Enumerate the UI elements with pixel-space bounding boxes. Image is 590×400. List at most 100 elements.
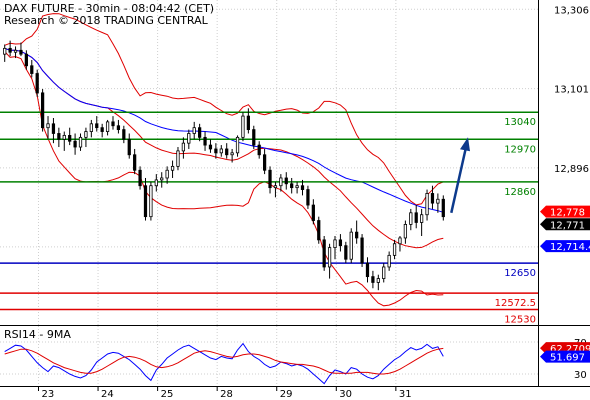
candle-body bbox=[149, 185, 153, 218]
candle-body bbox=[295, 185, 299, 189]
candle-body bbox=[198, 127, 202, 138]
candle-body bbox=[89, 123, 93, 132]
candle-body bbox=[127, 138, 131, 156]
candle-body bbox=[219, 148, 223, 154]
price-panel: 13040 12970 12860 12650 12572.5 12530 13,306 1… bbox=[0, 0, 590, 326]
candle-body bbox=[382, 266, 386, 279]
candle-body bbox=[235, 136, 240, 154]
level-label: 12860 bbox=[504, 187, 536, 198]
candle-body bbox=[333, 239, 337, 249]
candle-body bbox=[203, 136, 207, 146]
candle-body bbox=[290, 183, 294, 189]
candle-body bbox=[214, 148, 218, 154]
projection-arrow-head bbox=[460, 137, 470, 152]
candle-body bbox=[414, 212, 418, 223]
candle-body bbox=[317, 220, 321, 241]
candle-body bbox=[116, 125, 121, 131]
candle-body bbox=[176, 150, 180, 167]
price-tag-label: 12,778 bbox=[550, 208, 585, 219]
x-tick-label: 29 bbox=[280, 389, 293, 400]
candle-body bbox=[181, 142, 186, 152]
candle-body bbox=[100, 127, 104, 132]
price-plot-area bbox=[0, 0, 538, 325]
projection-arrow bbox=[450, 137, 470, 214]
price-tag-label: 12,771 bbox=[550, 220, 585, 231]
candle-body bbox=[143, 185, 148, 218]
bollinger-lower-band bbox=[4, 51, 444, 307]
candle-body bbox=[262, 154, 267, 171]
candle-body bbox=[84, 131, 88, 138]
candle-body bbox=[165, 169, 169, 179]
candle-body bbox=[208, 144, 213, 150]
x-tick-label: 23 bbox=[41, 389, 54, 400]
candle-body bbox=[360, 237, 364, 264]
candle-body bbox=[225, 148, 229, 156]
candle-body bbox=[268, 169, 272, 189]
candle-body bbox=[273, 185, 278, 189]
candle-body bbox=[430, 193, 435, 204]
candle-body bbox=[73, 140, 77, 148]
price-y-tick: 13,306 bbox=[554, 5, 589, 16]
candle-body bbox=[138, 169, 142, 187]
candle-body bbox=[246, 115, 250, 131]
candle-body bbox=[425, 193, 429, 216]
projection-arrow-shaft bbox=[450, 147, 468, 214]
rsi-tag-label: 51.697 bbox=[550, 353, 585, 364]
level-label: 12530 bbox=[504, 315, 536, 326]
x-tick-label: 30 bbox=[339, 389, 352, 400]
price-tag-box bbox=[540, 205, 590, 218]
candle-body bbox=[160, 177, 164, 181]
candle-body bbox=[133, 154, 137, 171]
rsi-series-lines bbox=[4, 342, 444, 385]
price-tag-label: 12,714.4 bbox=[550, 242, 590, 253]
candle-body bbox=[306, 189, 310, 206]
candle-body bbox=[436, 198, 440, 204]
level-label: 12650 bbox=[504, 268, 536, 279]
candle-body bbox=[355, 231, 359, 239]
candle-body bbox=[338, 239, 343, 247]
x-tick-label: 31 bbox=[399, 389, 412, 400]
candle-body bbox=[19, 49, 23, 55]
price-gridlines bbox=[0, 0, 538, 325]
candle-body bbox=[192, 127, 196, 134]
candle-body bbox=[105, 121, 110, 132]
rsi-gridlines bbox=[0, 326, 538, 386]
candle-body bbox=[111, 121, 115, 127]
candle-body bbox=[279, 177, 283, 187]
candle-body bbox=[409, 212, 413, 225]
chart-title: DAX FUTURE - 30min - 08:04:42 (CET) bbox=[4, 2, 214, 15]
rsi-tag-box bbox=[540, 350, 590, 363]
rsi-tag-label: 62.2709 bbox=[550, 344, 590, 355]
level-label: 13040 bbox=[504, 117, 536, 128]
candle-body bbox=[95, 123, 99, 129]
rsi-line bbox=[4, 342, 444, 385]
candle-body bbox=[154, 179, 158, 187]
candle-body bbox=[387, 254, 391, 268]
candle-body bbox=[46, 123, 50, 129]
candle-body bbox=[420, 214, 424, 223]
candle-body bbox=[371, 276, 375, 283]
x-tick-label: 28 bbox=[220, 389, 233, 400]
price-y-tick: 12,896 bbox=[554, 164, 589, 175]
candle-body bbox=[376, 278, 380, 283]
candle-body bbox=[365, 262, 370, 278]
candle-body bbox=[187, 133, 191, 144]
candle-body bbox=[441, 198, 445, 218]
price-y-tick: 13,101 bbox=[554, 85, 589, 96]
level-label: 12572.5 bbox=[495, 298, 536, 309]
candle-body bbox=[68, 135, 72, 142]
rsi-y-tick: 30 bbox=[574, 370, 587, 381]
candle-body bbox=[252, 129, 256, 146]
candle-body bbox=[57, 133, 61, 140]
x-tick-label: 25 bbox=[161, 389, 174, 400]
x-tick-label: 24 bbox=[101, 389, 114, 400]
candle-body bbox=[170, 165, 175, 171]
rsi-ma-line bbox=[4, 347, 444, 375]
rsi-plot-area bbox=[0, 326, 538, 386]
candle-body bbox=[344, 245, 348, 260]
level-label: 12970 bbox=[504, 144, 536, 155]
